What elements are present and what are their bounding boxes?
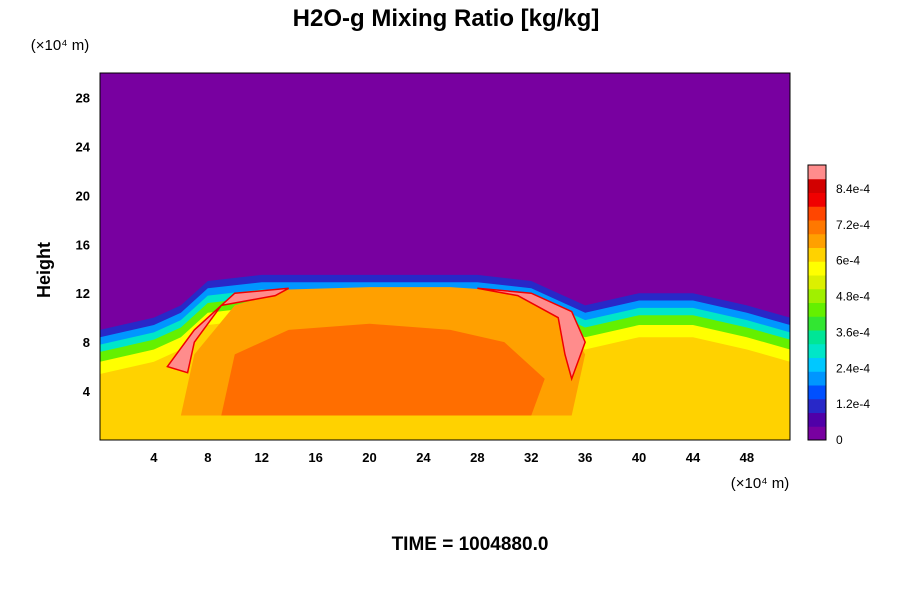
- x-tick-label: 8: [204, 450, 211, 465]
- colorbar-segment: [808, 398, 826, 413]
- colorbar-segment: [808, 165, 826, 180]
- x-tick-label: 24: [416, 450, 431, 465]
- x-tick-label: 32: [524, 450, 538, 465]
- y-tick-label: 28: [76, 90, 90, 105]
- y-tick-label: 24: [76, 139, 91, 154]
- colorbar-segment: [808, 412, 826, 427]
- colorbar-segment: [808, 192, 826, 207]
- plot-frame: [99, 72, 791, 441]
- x-tick-label: 36: [578, 450, 592, 465]
- x-tick-label: 48: [740, 450, 754, 465]
- x-tick-label: 40: [632, 450, 646, 465]
- colorbar-tick-label: 6e-4: [836, 254, 860, 268]
- colorbar-tick-label: 3.6e-4: [836, 325, 870, 339]
- colorbar-tick-label: 7.2e-4: [836, 218, 870, 232]
- y-tick-label: 4: [83, 384, 91, 399]
- y-axis-label: Height: [34, 242, 54, 298]
- saturated-anvil: [166, 287, 290, 374]
- plot-area: [99, 72, 791, 441]
- colorbar-tick-label: 8.4e-4: [836, 182, 870, 196]
- colorbar-tick-label: 0: [836, 433, 843, 447]
- saturated-anvil: [477, 287, 586, 382]
- y-unit-label: (×10⁴ m): [31, 37, 90, 54]
- colorbar-segment: [808, 288, 826, 303]
- x-unit-label: (×10⁴ m): [731, 475, 790, 492]
- colorbar-segment: [808, 220, 826, 235]
- colorbar-segment: [808, 275, 826, 290]
- x-tick-label: 12: [254, 450, 268, 465]
- x-tick-label: 28: [470, 450, 484, 465]
- colorbar-segment: [808, 343, 826, 358]
- colorbar-segment: [808, 426, 826, 441]
- colorbar-segment: [808, 178, 826, 193]
- chart-title: H2O-g Mixing Ratio [kg/kg]: [293, 5, 600, 32]
- colorbar-segment: [808, 206, 826, 221]
- colorbar-segment: [808, 316, 826, 331]
- x-tick-label: 4: [150, 450, 158, 465]
- y-axis-ticks: 4 8 12 16 20 24 28: [76, 90, 91, 399]
- colorbar-tick-label: 4.8e-4: [836, 290, 870, 304]
- core-inner: [221, 323, 545, 416]
- colorbar-segment: [808, 371, 826, 386]
- x-axis-ticks: 4 8 12 16 20 24 28 32 36 40 44 48: [150, 450, 754, 465]
- colorbar-tick-label: 2.4e-4: [836, 361, 870, 375]
- x-tick-label: 20: [362, 450, 376, 465]
- colorbar-segment: [808, 357, 826, 372]
- colorbar-frame: [807, 164, 827, 441]
- x-tick-label: 16: [308, 450, 322, 465]
- colorbar-segment: [808, 330, 826, 345]
- colorbar-tick-label: 1.2e-4: [836, 397, 870, 411]
- y-tick-label: 20: [76, 188, 90, 203]
- time-label: TIME = 1004880.0: [392, 534, 549, 555]
- colorbar-segment: [808, 233, 826, 248]
- colorbar-segment: [808, 302, 826, 317]
- y-tick-label: 16: [76, 237, 90, 252]
- colorbar-segment: [808, 261, 826, 276]
- x-tick-label: 44: [686, 450, 701, 465]
- y-tick-label: 12: [76, 286, 90, 301]
- colorbar: 0 1.2e-4 2.4e-4 3.6e-4 4.8e-4 6e-4 7.2e-4 8.4e-…: [807, 164, 870, 447]
- y-tick-label: 8: [83, 335, 90, 350]
- colorbar-segment: [808, 385, 826, 400]
- colorbar-segment: [808, 247, 826, 262]
